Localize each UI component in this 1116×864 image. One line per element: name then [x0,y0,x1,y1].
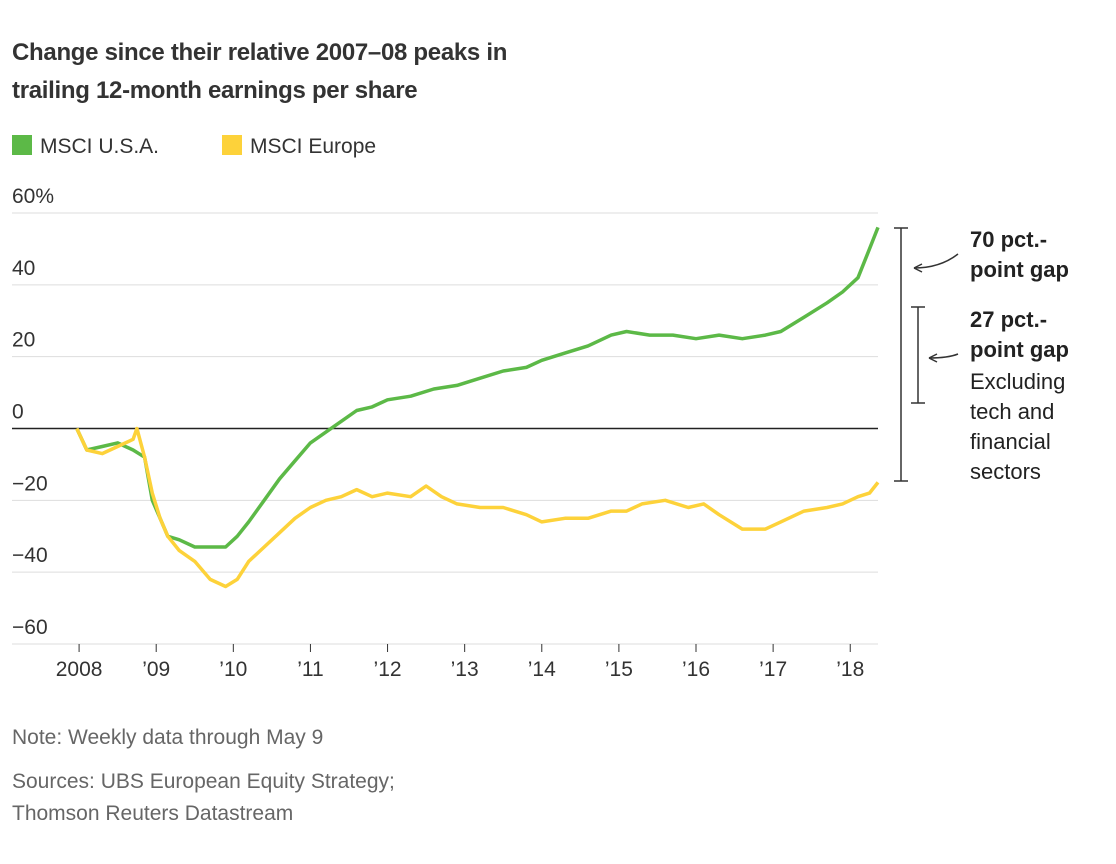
x-tick-label: ’11 [297,658,323,681]
y-tick-label: −40 [12,544,48,567]
note: Note: Weekly data through May 9 [12,726,324,749]
y-tick-label: 60% [12,185,54,208]
legend-swatch [222,135,242,155]
x-tick-label: ’09 [142,658,170,681]
annotation: point gap [970,257,1069,282]
x-tick-label: ’13 [451,658,479,681]
annotation-detail: tech and [970,399,1054,424]
x-tick-label: ’17 [759,658,787,681]
x-tick-label: ’10 [219,658,247,681]
y-tick-label: 20 [12,329,35,352]
chart-title: Change since their relative 2007–08 peak… [12,39,508,104]
annotation: 27 pct.- [970,307,1047,332]
y-tick-label: −60 [12,616,48,639]
x-tick-label: ’16 [682,658,710,681]
y-tick-label: 0 [12,401,24,424]
annotation: 70 pct.- [970,227,1047,252]
x-tick-label: ’14 [528,658,556,681]
legend-label: MSCI U.S.A. [40,135,159,158]
legend-label: MSCI Europe [250,135,376,158]
series-line [75,226,880,549]
y-tick-label: 40 [12,257,35,280]
annotation-detail: financial [970,429,1051,454]
gap-bracket [894,227,959,482]
legend-swatch [12,135,32,155]
annotation-detail: Excluding [970,369,1065,394]
x-tick-label: ’12 [374,658,402,681]
source: Sources: UBS European Equity Strategy; T… [12,770,395,825]
x-tick-label: 2008 [56,658,103,681]
x-tick-label: ’15 [605,658,633,681]
x-tick-label: ’18 [836,658,864,681]
series-line [75,426,880,589]
annotation-detail: sectors [970,459,1041,484]
y-tick-label: −20 [12,472,48,495]
annotation: point gap [970,337,1069,362]
